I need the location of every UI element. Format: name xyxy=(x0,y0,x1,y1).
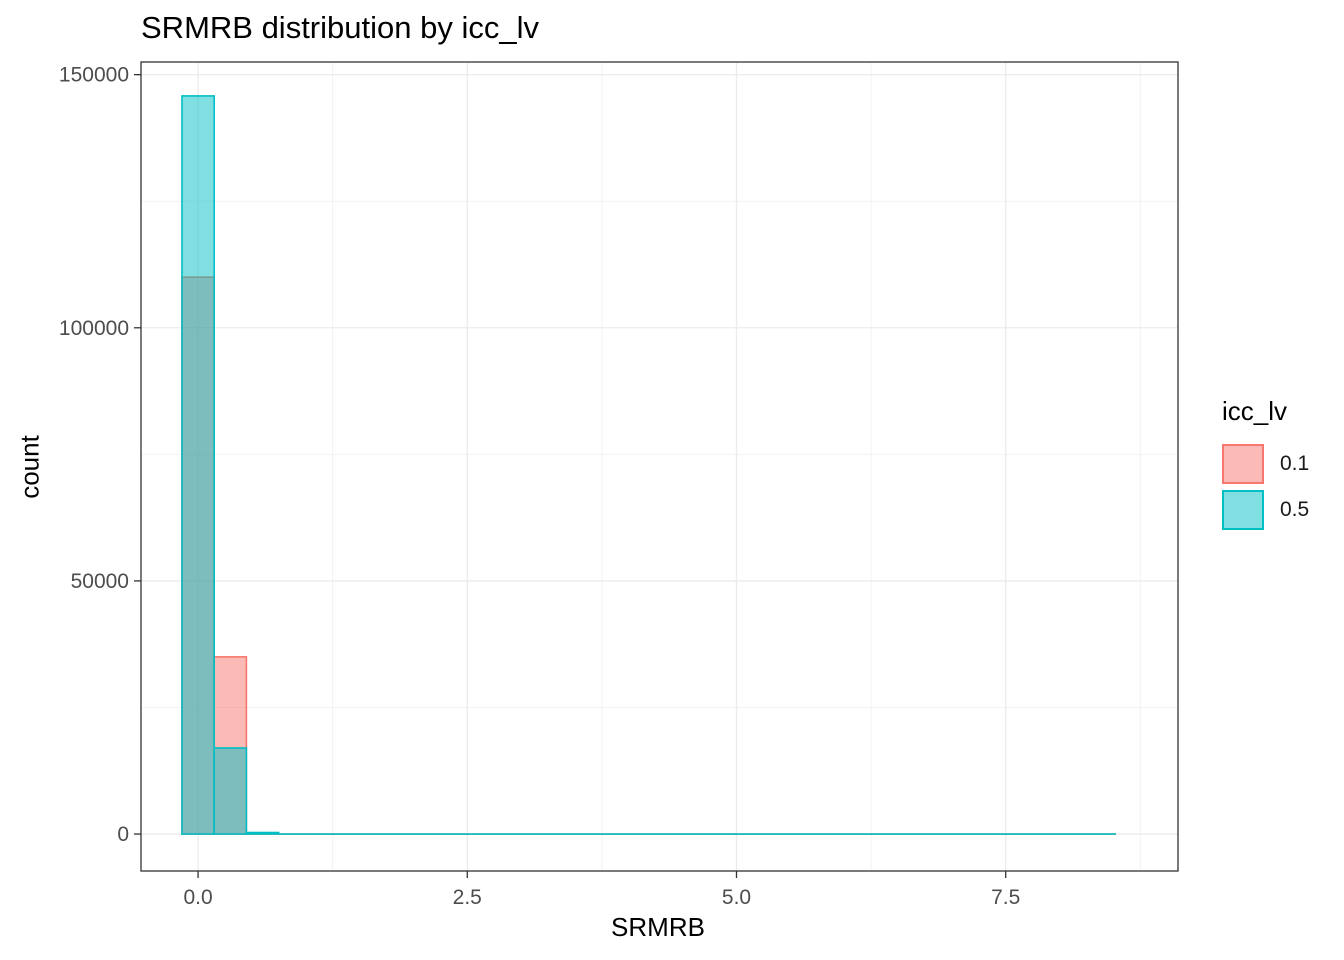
chart-title: SRMRB distribution by icc_lv xyxy=(141,10,539,45)
y-tick-label: 150000 xyxy=(59,64,129,87)
bar-0-5-bin-2 xyxy=(245,831,280,835)
histogram-bars xyxy=(181,95,1117,835)
legend-key-0-1-swatch xyxy=(1222,444,1264,484)
legend-item-0-5: 0.5 xyxy=(1222,487,1309,533)
legend-key-0-5-swatch xyxy=(1222,490,1264,530)
panel-border xyxy=(140,61,1179,872)
x-tick-label: 0.0 xyxy=(183,886,212,909)
axes: 0.0 2.5 5.0 7.5 0 50000 100000 150000 xyxy=(59,64,1020,909)
gridlines xyxy=(141,62,1178,871)
legend-title: icc_lv xyxy=(1222,396,1288,426)
y-axis-label: count xyxy=(14,435,45,499)
legend-item-0-1: 0.1 xyxy=(1222,441,1309,487)
x-tick-label: 5.0 xyxy=(722,886,751,909)
y-tick-label: 50000 xyxy=(71,570,129,593)
series-0-5-bars xyxy=(181,95,1117,835)
series-0-1-bars xyxy=(181,276,1117,835)
x-tick-label: 7.5 xyxy=(991,886,1020,909)
x-tick-label: 2.5 xyxy=(453,886,482,909)
legend-label-0-5: 0.5 xyxy=(1280,498,1310,521)
bar-0-5-bin-1 xyxy=(213,747,248,835)
y-tick-label: 100000 xyxy=(59,317,129,340)
y-tick-label: 0 xyxy=(117,823,129,846)
bar-0-5-bin-0 xyxy=(181,95,215,835)
legend-label-0-1: 0.1 xyxy=(1280,452,1310,475)
x-axis-label: SRMRB xyxy=(611,912,705,942)
legend: icc_lv 0.1 0.5 xyxy=(1222,396,1309,533)
